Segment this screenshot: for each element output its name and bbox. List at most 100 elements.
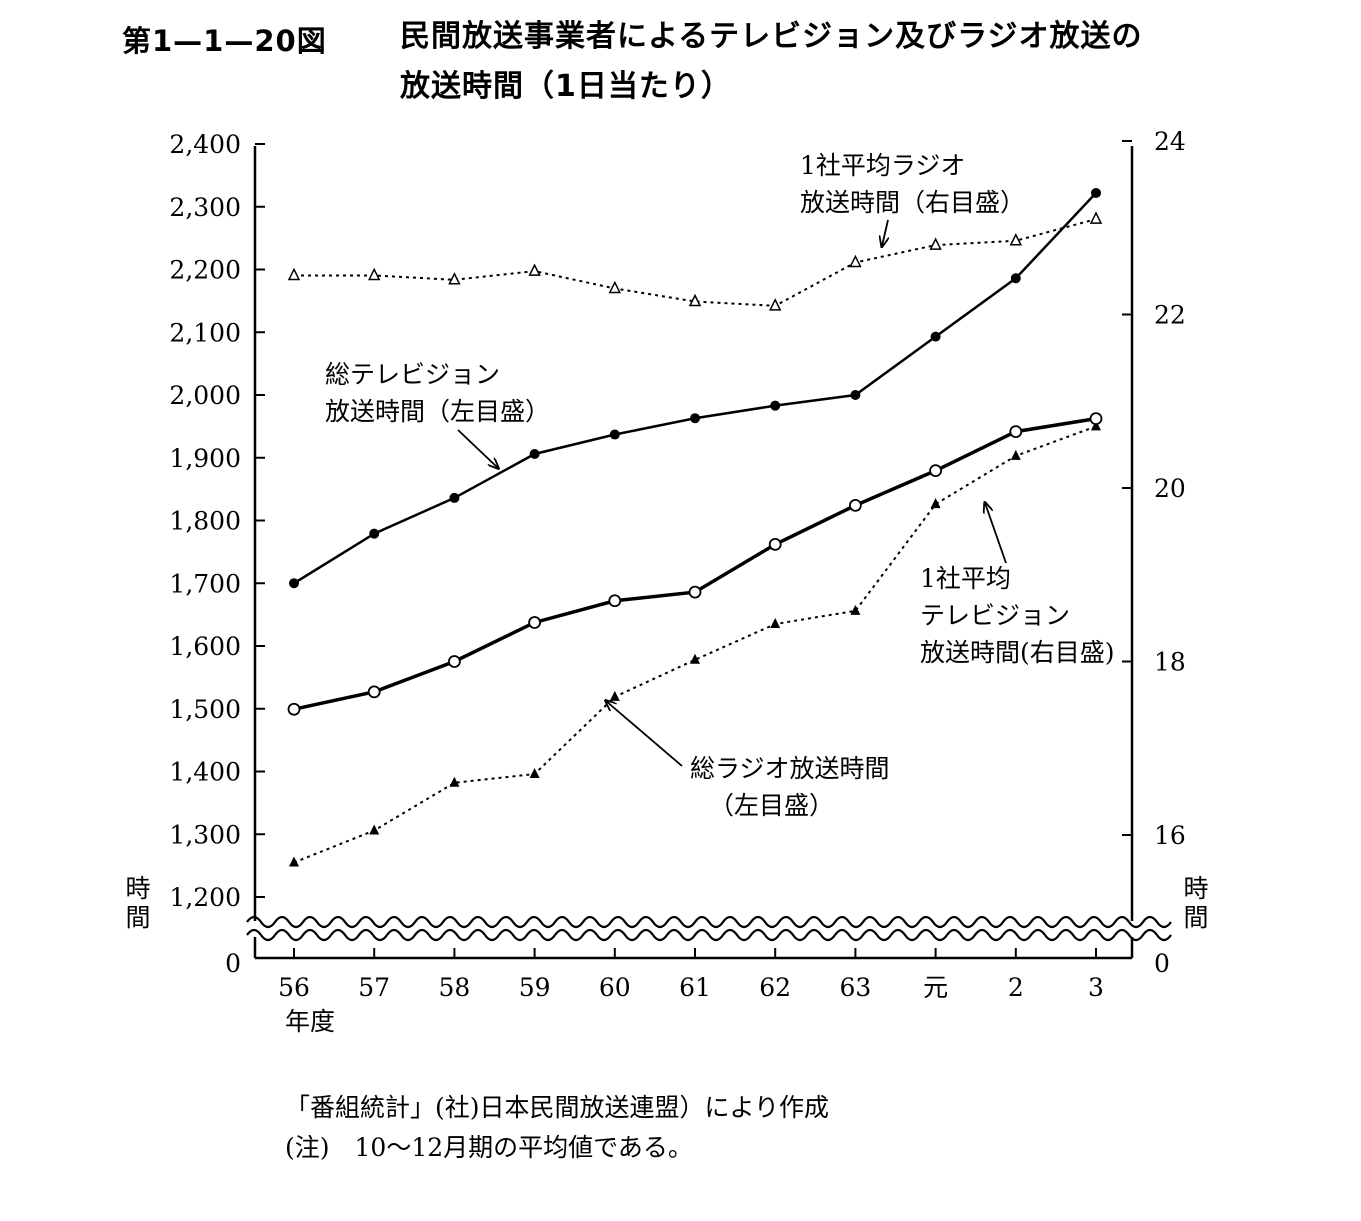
- x-tick-label: 2: [1008, 973, 1024, 1002]
- marker-avg_radio: [768, 298, 782, 311]
- left-tick-label: 1,200: [169, 883, 241, 912]
- marker-total_tv: [1091, 187, 1101, 198]
- left-tick-label: 1,800: [169, 507, 241, 536]
- marker-avg_radio: [287, 267, 301, 281]
- footnote: (注) 10～12月期の平均値である。: [285, 1133, 693, 1162]
- x-tick-label: 56: [278, 973, 310, 1002]
- axes: 1,200 1,300 1,400 1,500 1,600 1,700 1,800 1,900…: [125, 127, 1208, 1036]
- marker-total_radio: [930, 498, 941, 509]
- annotation-avg-tv: 1社平均: [920, 564, 1011, 593]
- annotation-avg-radio: 放送時間（右目盛）: [800, 188, 1025, 217]
- marker-avg_radio: [1089, 211, 1103, 224]
- marker-avg_tv: [287, 702, 301, 716]
- right-axis-label-char: 時: [1183, 874, 1208, 903]
- axis-break-wave: [246, 915, 1172, 929]
- series-line-avg_radio: [294, 218, 1097, 307]
- annotation-avg-tv: 放送時間(右目盛): [920, 638, 1115, 667]
- left-tick-label: 2,300: [169, 193, 241, 222]
- marker-total_radio: [770, 618, 781, 629]
- marker-total_radio: [609, 690, 620, 701]
- marker-avg_radio: [688, 293, 702, 307]
- left-tick-label: 1,400: [169, 758, 241, 787]
- left-tick-label: 2,100: [169, 318, 241, 347]
- marker-avg_radio: [528, 263, 541, 276]
- marker-total_tv: [690, 413, 700, 424]
- marker-avg_radio: [929, 237, 942, 250]
- marker-avg_tv: [768, 537, 782, 551]
- marker-total_radio: [449, 776, 460, 787]
- marker-total_radio: [1091, 420, 1101, 431]
- marker-total_radio: [289, 856, 299, 867]
- x-tick-label: 57: [358, 973, 390, 1002]
- marker-avg_radio: [1009, 233, 1023, 246]
- annotation-total-radio: （左目盛）: [709, 791, 834, 820]
- left-tick-label: 1,700: [169, 569, 241, 598]
- marker-total_tv: [529, 448, 540, 459]
- marker-avg_radio: [608, 280, 622, 294]
- marker-avg_tv: [608, 594, 622, 608]
- annotation-avg-radio: 1社平均ラジオ: [800, 151, 965, 180]
- marker-total_radio: [850, 604, 861, 615]
- marker-avg_tv: [688, 585, 702, 599]
- arrow-avg-radio: [882, 219, 888, 246]
- axis-break-wave: [246, 928, 1172, 942]
- series-line-total_radio: [293, 425, 1097, 864]
- figure-number: 第1—1—20図: [122, 24, 327, 58]
- left-tick-label: 1,900: [169, 444, 241, 473]
- left-axis-label-char: 間: [125, 903, 150, 932]
- marker-avg_tv: [1089, 412, 1103, 426]
- arrow-avg-tv: [985, 503, 1007, 564]
- right-axis-label-char: 間: [1183, 903, 1208, 932]
- left-tick-label: 1,600: [169, 632, 241, 661]
- marker-total_tv: [449, 492, 460, 503]
- marker-avg_tv: [929, 464, 942, 478]
- marker-avg_tv: [447, 655, 461, 668]
- annotation-total-tv: 放送時間（左目盛）: [325, 397, 550, 426]
- arrow-total-tv: [457, 429, 498, 468]
- arrow-total-radio: [606, 701, 683, 767]
- marker-avg_radio: [448, 272, 461, 285]
- right-tick-label: 16: [1154, 821, 1186, 850]
- right-tick-label: 20: [1154, 474, 1186, 503]
- figure-title-line-1: 民間放送事業者によるテレビジョン及びラジオ放送の: [400, 19, 1143, 54]
- marker-avg_tv: [1009, 425, 1023, 439]
- x-tick-label: 59: [519, 973, 551, 1002]
- marker-avg_radio: [849, 254, 862, 268]
- left-axis-label-char: 時: [125, 874, 150, 903]
- right-zero-label: 0: [1154, 949, 1170, 978]
- annotation-avg-tv: テレビジョン: [920, 601, 1070, 630]
- marker-total_tv: [1010, 273, 1021, 284]
- left-tick-label: 1,500: [169, 695, 241, 724]
- left-tick-label: 2,200: [169, 256, 241, 285]
- figure-title: 民間放送事業者によるテレビジョン及びラジオ放送の 放送時間（1日当たり）: [400, 12, 1143, 112]
- x-unit-label: 年度: [285, 1007, 335, 1036]
- right-tick-label: 22: [1154, 301, 1186, 330]
- marker-total_tv: [850, 390, 861, 400]
- source-note: 「番組統計」(社)日本民間放送連盟）により作成: [285, 1093, 830, 1122]
- marker-avg_radio: [367, 267, 381, 281]
- figure-title-line-2: 放送時間（1日当たり）: [400, 69, 732, 104]
- marker-avg_tv: [528, 616, 541, 629]
- marker-total_radio: [369, 824, 380, 835]
- x-tick-label: 3: [1088, 973, 1104, 1002]
- marker-total_tv: [609, 429, 620, 440]
- marker-total_radio: [529, 768, 540, 779]
- left-tick-label: 2,000: [169, 381, 241, 410]
- marker-avg_tv: [367, 685, 381, 699]
- x-tick-label: 58: [438, 973, 470, 1002]
- left-zero-label: 0: [225, 949, 241, 978]
- marker-total_tv: [369, 528, 380, 539]
- marker-total_radio: [690, 653, 700, 664]
- annotation-total-tv: 総テレビジョン: [325, 360, 500, 389]
- marker-total_tv: [289, 578, 299, 589]
- x-tick-label: 60: [599, 973, 631, 1002]
- marker-avg_tv: [849, 498, 862, 512]
- x-tick-label: 元: [923, 973, 948, 1002]
- x-tick-label: 61: [679, 973, 711, 1002]
- x-tick-label: 63: [839, 973, 871, 1002]
- axis-break: [246, 915, 1172, 942]
- left-tick-label: 2,400: [169, 130, 241, 159]
- marker-total_radio: [1010, 449, 1021, 460]
